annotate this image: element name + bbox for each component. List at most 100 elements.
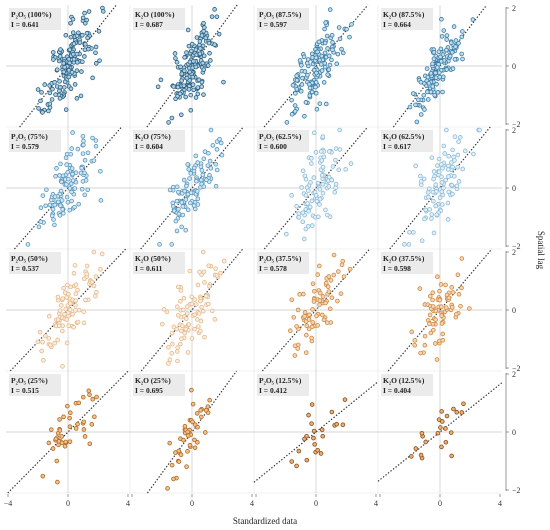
scatter-point — [80, 394, 86, 400]
scatter-point — [74, 68, 80, 73]
scatter-point — [302, 310, 308, 315]
scatter-point — [93, 274, 99, 279]
panel-label-background — [133, 130, 185, 152]
scatter-point — [58, 47, 63, 52]
scatter-point — [60, 296, 65, 301]
scatter-point — [455, 152, 461, 158]
panel-title: P₂O₅ (87.5%) — [259, 10, 302, 19]
scatter-point — [327, 7, 333, 12]
x-axis-title: Standardized data — [233, 516, 297, 526]
scatter-point — [76, 400, 82, 406]
scatter-point — [318, 62, 324, 67]
y-tick-label: 0 — [512, 62, 516, 71]
panel-title: P₂O₅ (62.5%) — [259, 132, 302, 141]
scatter-point — [80, 179, 86, 184]
scatter-point — [60, 364, 65, 369]
scatter-point — [306, 188, 311, 193]
scatter-point — [207, 158, 213, 164]
scatter-point — [333, 181, 339, 187]
scatter-panel: P₂O₅ (100%)I = 0.641 — [6, 4, 131, 128]
scatter-point — [83, 297, 88, 303]
panel-title: K₂O (100%) — [135, 10, 175, 19]
scatter-point — [444, 127, 449, 133]
scatter-point — [90, 396, 95, 402]
scatter-point — [70, 178, 76, 183]
scatter-point — [64, 182, 69, 187]
scatter-point — [73, 303, 78, 308]
scatter-point — [193, 64, 199, 70]
scatter-point — [66, 176, 71, 182]
scatter-point — [63, 32, 69, 38]
scatter-point — [300, 219, 306, 225]
panel-label-background — [133, 8, 185, 30]
scatter-point — [38, 219, 44, 225]
scatter-point — [439, 313, 444, 318]
scatter-point — [444, 33, 450, 38]
scatter-point — [186, 87, 192, 92]
scatter-point — [47, 342, 53, 348]
scatter-point — [43, 333, 48, 339]
scatter-point — [35, 339, 41, 345]
scatter-point — [201, 184, 207, 189]
scatter-point — [76, 307, 82, 313]
scatter-point — [69, 69, 75, 75]
scatter-point — [98, 169, 103, 174]
scatter-point — [185, 207, 191, 213]
scatter-point — [329, 409, 335, 415]
scatter-point — [71, 324, 76, 330]
scatter-point — [431, 327, 436, 333]
scatter-point — [58, 84, 63, 90]
scatter-point — [430, 61, 435, 67]
scatter-point — [292, 353, 298, 358]
scatter-point — [57, 213, 63, 218]
scatter-point — [435, 274, 440, 279]
panel-label-background — [133, 252, 185, 274]
scatter-point — [304, 60, 310, 66]
scatter-panel: P₂O₅ (12.5%)I = 0.412 — [253, 371, 379, 494]
scatter-point — [57, 54, 63, 59]
scatter-point — [305, 72, 310, 78]
panel-label: P₂O₅ (37.5%)I = 0.578 — [257, 252, 309, 274]
scatter-point — [47, 90, 53, 96]
scatter-point — [52, 80, 57, 85]
panel-title: P₂O₅ (50%) — [11, 254, 48, 263]
scatter-point — [76, 201, 81, 207]
scatter-point — [64, 340, 70, 346]
scatter-point — [324, 33, 330, 39]
scatter-point — [444, 47, 449, 53]
scatter-point — [57, 417, 62, 422]
scatter-point — [209, 308, 215, 314]
scatter-point — [320, 164, 326, 170]
scatter-point — [413, 446, 419, 451]
scatter-point — [178, 112, 184, 118]
y-tick-label: 0 — [512, 306, 516, 315]
scatter-point — [82, 20, 88, 26]
scatter-point — [174, 59, 180, 65]
morans-i-value: I = 0.617 — [383, 142, 411, 151]
scatter-point — [183, 326, 189, 332]
scatter-point — [335, 51, 341, 57]
scatter-point — [183, 94, 188, 100]
scatter-panel: K₂O (25%)I = 0.695 — [130, 370, 255, 494]
scatter-point — [431, 176, 436, 182]
scatter-point — [174, 198, 180, 204]
scatter-point — [318, 149, 324, 154]
scatter-point — [51, 217, 56, 222]
scatter-point — [176, 459, 182, 464]
panel-title: P₂O₅ (37.5%) — [259, 254, 302, 263]
scatter-point — [431, 198, 436, 204]
scatter-point — [188, 48, 194, 54]
scatter-point — [212, 42, 217, 47]
scatter-point — [300, 210, 306, 215]
scatter-point — [64, 317, 69, 322]
scatter-point — [438, 425, 443, 430]
scatter-point — [189, 41, 195, 47]
panel-label-background — [9, 8, 61, 30]
panel-label-background — [9, 130, 61, 152]
scatter-point — [52, 222, 57, 228]
scatter-point — [161, 306, 167, 312]
scatter-point — [317, 196, 323, 202]
scatter-point — [296, 448, 302, 454]
scatter-point — [459, 256, 465, 261]
scatter-point — [190, 74, 196, 80]
